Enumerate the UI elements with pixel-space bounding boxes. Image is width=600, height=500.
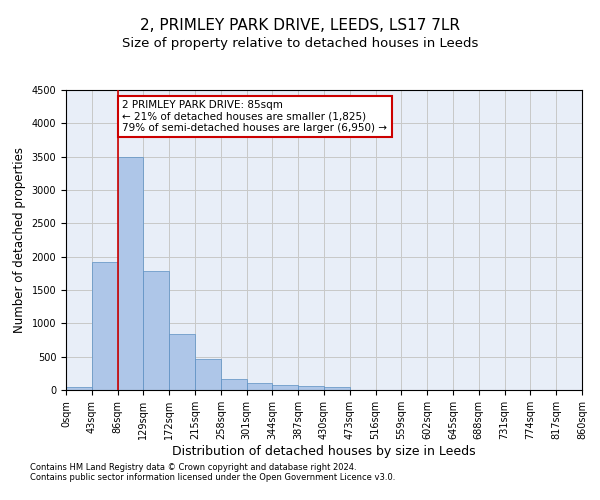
Text: 2 PRIMLEY PARK DRIVE: 85sqm
← 21% of detached houses are smaller (1,825)
79% of : 2 PRIMLEY PARK DRIVE: 85sqm ← 21% of det… [122,100,388,133]
X-axis label: Distribution of detached houses by size in Leeds: Distribution of detached houses by size … [172,444,476,458]
Y-axis label: Number of detached properties: Number of detached properties [13,147,26,333]
Bar [221,380,247,390]
Text: Contains HM Land Registry data © Crown copyright and database right 2024.: Contains HM Land Registry data © Crown c… [30,464,356,472]
Text: 2, PRIMLEY PARK DRIVE, LEEDS, LS17 7LR: 2, PRIMLEY PARK DRIVE, LEEDS, LS17 7LR [140,18,460,32]
Bar [247,384,272,390]
Bar [272,384,298,390]
Bar [298,386,324,390]
Bar [143,272,169,390]
Bar [324,386,350,390]
Bar [92,262,118,390]
Text: Size of property relative to detached houses in Leeds: Size of property relative to detached ho… [122,38,478,51]
Bar [195,360,221,390]
Bar [118,156,143,390]
Text: Contains public sector information licensed under the Open Government Licence v3: Contains public sector information licen… [30,474,395,482]
Bar [169,334,195,390]
Bar [66,386,92,390]
